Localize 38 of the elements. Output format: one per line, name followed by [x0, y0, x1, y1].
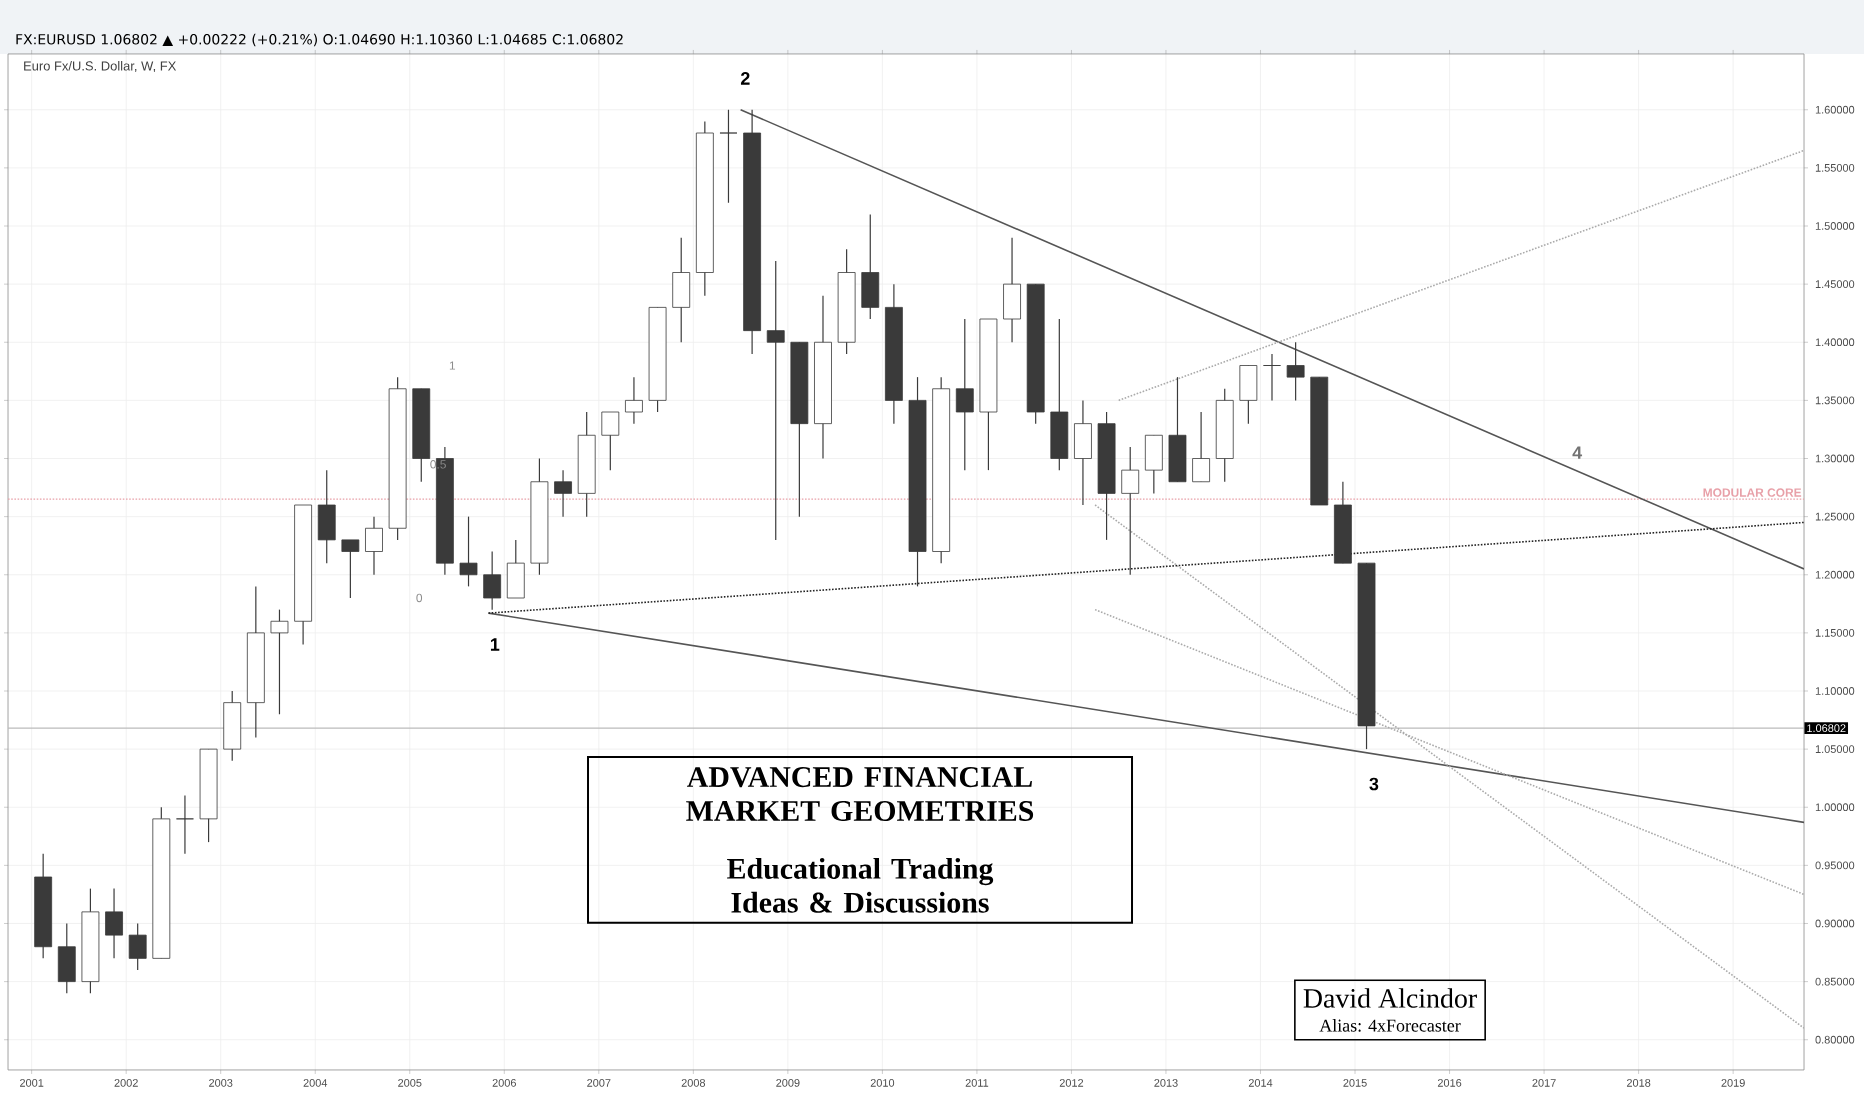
- candlestick: [1239, 364, 1258, 425]
- candlestick: [1074, 399, 1092, 506]
- annotation: Educational Trading Ideas & Discussions: [727, 857, 994, 913]
- annotation: 4: [1572, 446, 1583, 459]
- candlestick: [625, 376, 643, 425]
- annotation: Alias: 4xForecaster: [1319, 1019, 1461, 1032]
- candlestick: [128, 922, 147, 971]
- candlestick: [317, 469, 336, 564]
- candlestick: [719, 109, 738, 204]
- candlestick: [766, 260, 785, 541]
- candlestick: [459, 516, 478, 587]
- candlestick: [365, 516, 383, 576]
- candlestick: [601, 411, 620, 471]
- candlestick: [270, 609, 289, 715]
- annotation: 2: [740, 72, 750, 85]
- candlestick: [223, 690, 242, 762]
- candlestick: [1121, 446, 1140, 576]
- candlestick: [955, 318, 974, 471]
- candlestick: [176, 795, 194, 855]
- candlestick: [57, 922, 76, 994]
- annotation: 1: [490, 638, 500, 651]
- candlestick: [483, 550, 502, 611]
- candlestick: [1286, 341, 1305, 401]
- candlestick: [1192, 411, 1211, 483]
- candlestick: [105, 888, 123, 959]
- candlestick: [341, 539, 360, 599]
- candlestick: [672, 237, 691, 343]
- candlestick: [861, 213, 880, 320]
- annotation: David Alcindor: [1303, 988, 1477, 1008]
- candlestick: [1263, 353, 1281, 401]
- candlestick: [1050, 318, 1069, 471]
- candlestick: [1144, 434, 1163, 494]
- candlestick: [506, 539, 525, 599]
- annotation: ADVANCED FINANCIAL MARKET GEOMETRIES: [686, 767, 1034, 822]
- annotation: 3: [1369, 777, 1379, 791]
- candlestick: [1168, 376, 1187, 483]
- candlestick: [554, 469, 572, 518]
- candlestick: [1003, 237, 1021, 343]
